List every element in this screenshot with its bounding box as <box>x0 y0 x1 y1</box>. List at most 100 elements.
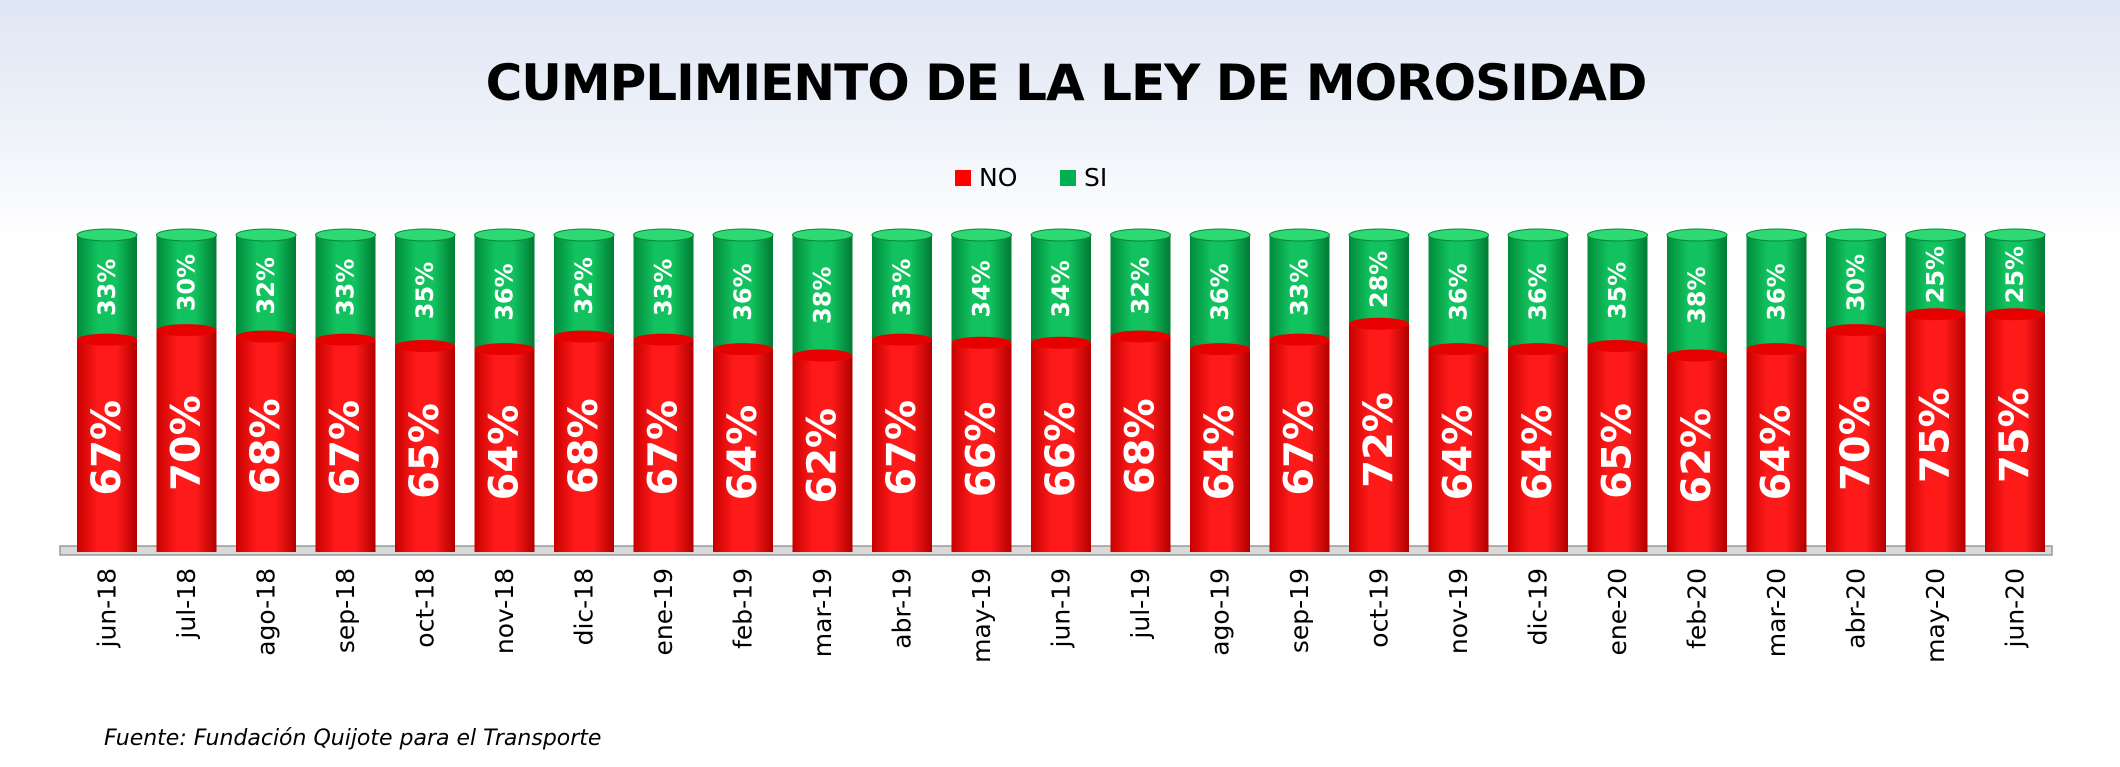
x-tick-nov-18: nov-18 <box>490 568 519 654</box>
bar-cap-may-20 <box>1905 228 1966 242</box>
bar-no-feb-20 <box>1667 355 1727 552</box>
legend-label-no: NO <box>979 163 1017 192</box>
label-no-may-20: 75% <box>1913 387 1959 483</box>
bar-no-sep-19 <box>1269 339 1330 552</box>
label-si-abr-20: 30% <box>1842 254 1870 311</box>
bar-cap-jul-19 <box>1110 228 1171 242</box>
bar-split-sep-19 <box>1269 333 1330 346</box>
bar-cap-nov-19 <box>1428 228 1489 242</box>
label-si-jun-20: 25% <box>2001 246 2029 303</box>
bar-group-feb-20: 38% 62% <box>1666 228 1728 552</box>
bar-split-mar-20 <box>1746 343 1807 356</box>
legend: NO SI <box>955 163 1107 192</box>
label-si-dic-19: 36% <box>1524 263 1552 320</box>
bar-cap-dic-18 <box>553 228 615 242</box>
label-no-jun-20: 75% <box>1992 387 2038 483</box>
x-tick-jun-19: jun-19 <box>1047 568 1076 648</box>
bar-split-feb-20 <box>1667 349 1727 362</box>
x-tick-jun-18: jun-18 <box>93 568 122 648</box>
bar-group-may-19: 34% 66% <box>951 228 1012 552</box>
bar-si-sep-18 <box>315 235 376 340</box>
label-no-ene-20: 65% <box>1595 403 1641 499</box>
bar-split-dic-18 <box>554 330 614 343</box>
bar-si-ago-19 <box>1190 235 1250 350</box>
bar-si-nov-19 <box>1428 235 1489 350</box>
bar-cap-feb-20 <box>1666 228 1728 242</box>
bar-si-oct-18 <box>395 235 455 346</box>
bar-cap-mar-19 <box>792 228 853 242</box>
bar-no-abr-19 <box>872 339 932 552</box>
bar-group-jun-18: 33% 67% <box>76 228 138 552</box>
bar-group-jun-20: 25% 75% <box>1984 228 2046 552</box>
bar-no-jun-18 <box>77 339 137 552</box>
label-no-mar-19: 62% <box>800 408 846 504</box>
bar-cap-nov-18 <box>474 228 535 242</box>
bar-split-nov-18 <box>474 343 535 356</box>
label-no-nov-18: 64% <box>482 405 528 501</box>
bar-split-mar-19 <box>792 349 853 362</box>
label-no-ene-19: 67% <box>641 400 687 496</box>
bar-split-jun-18 <box>77 333 137 346</box>
bar-group-jun-19: 34% 66% <box>1030 228 1092 552</box>
bar-si-sep-19 <box>1269 235 1330 340</box>
bar-cap-abr-19 <box>871 228 933 242</box>
bar-group-oct-18: 35% 65% <box>394 228 456 552</box>
bar-no-ene-20 <box>1587 345 1648 552</box>
label-no-abr-19: 67% <box>879 400 925 496</box>
bar-cap-sep-18 <box>315 228 376 242</box>
bar-cap-dic-19 <box>1507 228 1569 242</box>
bar-split-dic-19 <box>1508 343 1568 356</box>
x-tick-feb-20: feb-20 <box>1683 568 1712 649</box>
bar-si-mar-19 <box>792 235 853 356</box>
bar-si-jul-18 <box>156 235 217 331</box>
bar-si-may-20 <box>1905 235 1966 315</box>
bar-cap-jun-19 <box>1030 228 1092 242</box>
bar-si-jun-19 <box>1031 235 1091 343</box>
x-tick-sep-18: sep-18 <box>331 568 360 653</box>
legend-swatch-no <box>955 170 971 186</box>
bar-split-abr-19 <box>872 333 932 346</box>
x-tick-jul-19: jul-19 <box>1126 568 1155 640</box>
bar-no-feb-19 <box>713 349 773 552</box>
label-si-feb-20: 38% <box>1683 267 1711 324</box>
bar-split-jul-19 <box>1110 330 1171 343</box>
bar-no-jun-20 <box>1985 314 2045 552</box>
bar-si-dic-18 <box>554 235 614 337</box>
bar-cap-ene-19 <box>633 228 694 242</box>
x-tick-may-19: may-19 <box>967 568 996 663</box>
bar-group-abr-19: 33% 67% <box>871 228 933 552</box>
bar-group-dic-19: 36% 64% <box>1507 228 1569 552</box>
bar-group-abr-20: 30% 70% <box>1825 228 1887 552</box>
label-no-sep-18: 67% <box>323 400 369 496</box>
bar-no-oct-19 <box>1349 323 1409 552</box>
bar-no-ago-19 <box>1190 349 1250 552</box>
label-no-dic-19: 64% <box>1515 405 1561 501</box>
bar-split-jul-18 <box>156 324 217 337</box>
bar-no-mar-20 <box>1746 349 1807 552</box>
label-no-may-19: 66% <box>959 402 1005 498</box>
bar-no-nov-19 <box>1428 349 1489 552</box>
bar-si-feb-20 <box>1667 235 1727 356</box>
bar-split-jun-19 <box>1031 336 1091 349</box>
label-si-ene-20: 35% <box>1604 262 1632 319</box>
label-si-jul-19: 32% <box>1127 257 1155 314</box>
bar-si-dic-19 <box>1508 235 1568 350</box>
bar-split-may-19 <box>951 336 1012 349</box>
label-no-sep-19: 67% <box>1277 400 1323 496</box>
bar-si-jun-18 <box>77 235 137 340</box>
bar-group-ene-20: 35% 65% <box>1587 228 1648 552</box>
bar-cap-oct-19 <box>1348 228 1410 242</box>
bar-cap-jun-20 <box>1984 228 2046 242</box>
bar-split-jun-20 <box>1985 308 2045 321</box>
bar-no-ago-18 <box>236 336 296 552</box>
bar-si-may-19 <box>951 235 1012 343</box>
bar-no-ene-19 <box>633 339 694 552</box>
label-no-oct-18: 65% <box>402 403 448 499</box>
bar-cap-mar-20 <box>1746 228 1807 242</box>
bar-no-jul-19 <box>1110 336 1171 552</box>
x-tick-dic-19: dic-19 <box>1524 568 1553 645</box>
bar-group-ago-18: 32% 68% <box>235 228 297 552</box>
bar-group-dic-18: 32% 68% <box>553 228 615 552</box>
